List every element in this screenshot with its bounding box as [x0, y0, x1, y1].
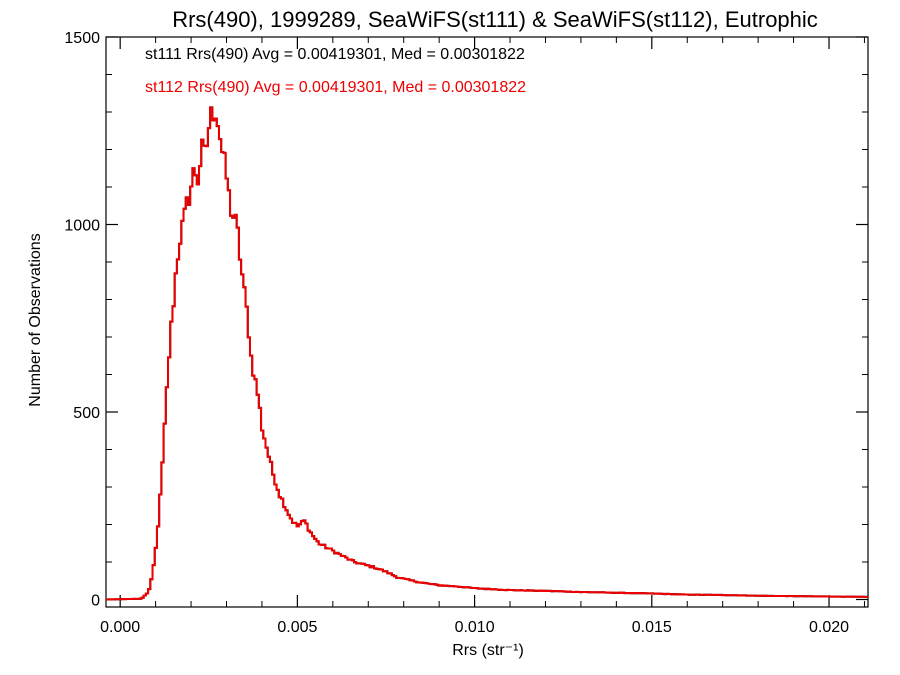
series-group [106, 106, 868, 601]
x-tick-label: 0.015 [632, 619, 672, 636]
y-tick-label: 1000 [64, 218, 100, 235]
y-axis-ticks: 0 500 1000 1500 [64, 30, 868, 610]
plot-frame [105, 36, 869, 608]
x-axis-ticks: 0.000 0.005 0.010 0.015 0.020 [100, 37, 865, 636]
y-tick-label: 500 [73, 405, 100, 422]
series-st112-histogram [106, 106, 868, 601]
x-axis-label: Rrs (str⁻¹) [452, 642, 524, 659]
y-axis-label: Number of Observations [27, 233, 44, 406]
x-tick-label: 0.020 [809, 619, 849, 636]
x-tick-label: 0.010 [455, 619, 495, 636]
series-st111-histogram [106, 106, 868, 601]
plot-border [105, 36, 869, 608]
annotation-st111: st111 Rrs(490) Avg = 0.00419301, Med = 0… [145, 46, 525, 63]
chart-title: Rrs(490), 1999289, SeaWiFS(st111) & SeaW… [172, 7, 818, 32]
y-tick-label: 1500 [64, 30, 100, 47]
y-tick-label: 0 [91, 593, 100, 610]
x-tick-label: 0.005 [277, 619, 317, 636]
annotation-st112: st112 Rrs(490) Avg = 0.00419301, Med = 0… [145, 79, 526, 96]
x-tick-label: 0.000 [100, 619, 140, 636]
